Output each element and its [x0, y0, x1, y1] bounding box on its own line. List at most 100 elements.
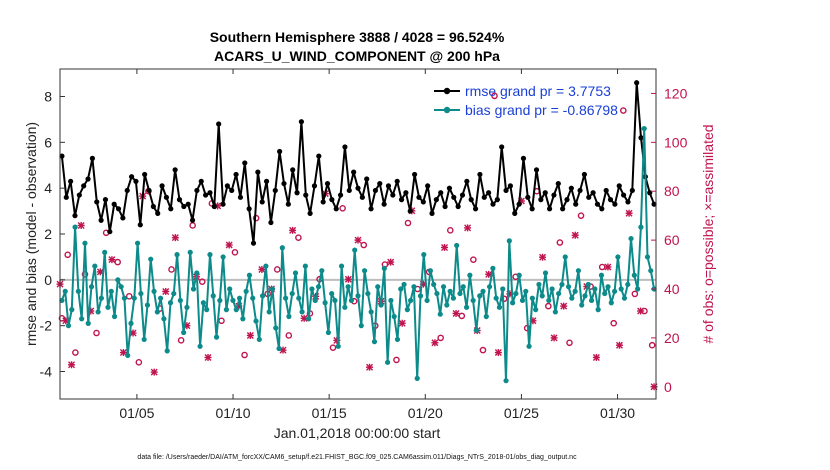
rmse-point: [281, 180, 287, 187]
rmse-point: [503, 187, 509, 194]
rmse-point: [481, 194, 487, 200]
bias-point: [102, 249, 108, 255]
bias-point: [187, 249, 193, 255]
rmse-point: [320, 199, 326, 205]
obs-possible-point: [470, 256, 477, 263]
footer-data-file: data file: /Users/raeder/DAI/ATM_forcXX/…: [137, 454, 577, 461]
rmse-point: [168, 206, 174, 212]
bias-point: [467, 272, 473, 278]
y-right-tick-label: 100: [664, 134, 688, 150]
rmse-point: [512, 210, 518, 216]
bias-point: [302, 263, 308, 269]
x-tick-label: 01/10: [216, 405, 251, 421]
rmse-point: [307, 210, 313, 216]
bias-point: [194, 270, 200, 276]
rmse-point: [625, 199, 631, 205]
obs-possible-point: [285, 332, 293, 339]
bias-point: [618, 286, 624, 292]
bias-point: [164, 348, 170, 354]
obs-possible-point: [339, 205, 346, 212]
obs-possible-point: [125, 293, 133, 300]
bias-point: [503, 378, 509, 384]
rmse-point: [159, 183, 165, 189]
obs-possible-point: [58, 315, 66, 322]
y-axis-right-label: # of obs: o=possible; ×=assimilated: [700, 124, 716, 343]
rmse-point: [207, 190, 213, 196]
obs-assimilated-point: [464, 224, 472, 232]
legend-rmse-label: rmse grand pr = 3.7753: [465, 83, 611, 99]
bias-point: [562, 254, 568, 260]
y-tick-label: 2: [44, 226, 52, 242]
rmse-point: [311, 183, 318, 189]
bias-point: [546, 297, 552, 304]
obs-possible-point: [491, 92, 498, 100]
bias-point: [585, 281, 591, 288]
rmse-point: [229, 187, 235, 194]
obs-assimilated-point: [108, 256, 116, 264]
bias-point: [500, 286, 506, 292]
bias-point: [190, 286, 197, 292]
bias-point: [510, 300, 516, 306]
rmse-point: [416, 194, 422, 200]
bias-point: [572, 288, 578, 294]
bias-point: [309, 286, 315, 292]
obs-possible-point: [135, 359, 143, 366]
bias-point: [434, 290, 440, 297]
rmse-point: [102, 197, 109, 203]
obs-assimilated-point: [289, 226, 297, 234]
rmse-point: [333, 206, 339, 212]
bias-point: [92, 263, 98, 269]
rmse-point: [599, 206, 605, 212]
bias-point: [204, 307, 210, 313]
obs-possible-point: [404, 219, 412, 227]
x-tick-label: 01/20: [408, 405, 443, 421]
bias-point: [490, 265, 496, 271]
y-right-tick-label: 80: [664, 183, 680, 199]
rmse-point: [155, 210, 161, 216]
obs-assimilated-point: [77, 221, 85, 229]
bias-point: [523, 288, 529, 294]
rmse-point: [198, 178, 204, 184]
bias-point: [151, 288, 157, 294]
bias-point: [131, 295, 137, 301]
rmse-point: [181, 203, 187, 210]
rmse-point: [142, 171, 148, 178]
obs-possible-point: [577, 212, 585, 219]
bias-point: [470, 297, 476, 304]
y-right-tick-label: 40: [664, 281, 680, 297]
bias-point: [315, 284, 322, 290]
rmse-point: [211, 203, 217, 210]
bias-point: [345, 284, 351, 290]
obs-possible-point: [177, 337, 185, 344]
rmse-point: [555, 180, 561, 187]
rmse-point: [425, 183, 431, 189]
obs-assimilated-point: [366, 363, 374, 371]
obs-possible-point: [198, 278, 206, 285]
obs-assimilated-point: [560, 302, 568, 310]
y-tick-label: 4: [44, 180, 52, 196]
bias-point: [579, 302, 585, 308]
rmse-point: [486, 190, 492, 196]
rmse-point: [324, 180, 331, 187]
bias-point: [197, 343, 203, 349]
rmse-point: [564, 197, 570, 203]
bias-point: [381, 265, 387, 271]
bias-point: [283, 295, 289, 301]
rmse-point: [220, 201, 226, 207]
rmse-point: [303, 192, 309, 198]
rmse-point: [255, 169, 261, 175]
rmse-point: [420, 199, 426, 205]
rmse-point: [194, 187, 200, 194]
rmse-point: [446, 185, 453, 191]
obs-assimilated-point: [225, 241, 233, 249]
bias-point: [108, 288, 114, 294]
bias-point: [263, 263, 269, 269]
obs-assimilated-point: [431, 339, 439, 347]
obs-possible-point: [241, 351, 248, 359]
bias-point: [335, 343, 341, 349]
bias-point: [319, 268, 325, 274]
bias-point: [612, 288, 618, 294]
obs-possible-point: [566, 339, 573, 347]
bias-point: [329, 290, 335, 297]
rmse-point: [542, 190, 548, 196]
